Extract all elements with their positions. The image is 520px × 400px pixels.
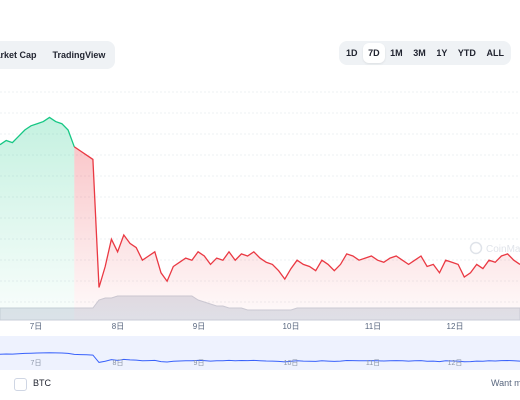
compare-row: BTC Want m	[0, 374, 520, 394]
price-line-down	[73, 146, 520, 288]
range-1m-button[interactable]: 1M	[390, 48, 403, 58]
x-tick-label: 10日	[283, 322, 300, 330]
range-ytd-button[interactable]: YTD	[457, 48, 476, 58]
x-tick-label: 11日	[365, 322, 381, 330]
price-chart[interactable]: CoinMarketCap 7日 8日 9日 10日 11日 12日	[0, 80, 520, 330]
x-tick-label: 7日	[30, 322, 42, 330]
tab-market-cap[interactable]: Market Cap	[0, 50, 37, 60]
x-axis: 7日 8日 9日 10日 11日 12日	[30, 322, 464, 330]
chart-type-tabs: Market Cap TradingView	[0, 41, 116, 69]
navigator-tick-label: 11日	[366, 359, 380, 367]
price-area-down	[74, 146, 520, 320]
btc-compare-label: BTC	[33, 378, 51, 388]
navigator-tick-label: 10日	[284, 359, 299, 367]
x-tick-label: 9日	[193, 322, 205, 330]
watermark: CoinMarketCap	[469, 241, 520, 255]
price-line-up	[0, 116, 75, 148]
navigator-background	[0, 336, 520, 370]
want-more-link[interactable]: Want m	[491, 378, 520, 388]
range-navigator[interactable]: 7日 8日 9日 10日 11日 12日	[0, 336, 520, 370]
price-area-up	[0, 117, 75, 321]
navigator-tick-label: 12日	[448, 359, 463, 367]
range-1d-button[interactable]: 1D	[346, 48, 358, 58]
range-7d-button[interactable]: 7D	[363, 43, 385, 63]
btc-compare-checkbox[interactable]	[14, 378, 27, 391]
navigator-tick-label: 7日	[31, 359, 42, 367]
navigator-tick-label: 9日	[194, 359, 205, 367]
time-range-selector: 1D 7D 1M 3M 1Y YTD ALL	[339, 41, 511, 65]
watermark-text: CoinMarketCap	[486, 244, 520, 255]
range-3m-button[interactable]: 3M	[413, 48, 426, 58]
range-1y-button[interactable]: 1Y	[436, 48, 448, 58]
navigator-tick-label: 8日	[113, 359, 124, 367]
coinmarketcap-logo-icon	[469, 241, 483, 255]
navigator-line	[0, 352, 520, 363]
x-tick-label: 8日	[112, 322, 124, 330]
range-all-button[interactable]: ALL	[486, 48, 504, 58]
navigator-x-axis: 7日 8日 9日 10日 11日 12日	[31, 359, 463, 367]
x-tick-label: 12日	[447, 322, 464, 330]
tab-tradingview[interactable]: TradingView	[52, 50, 106, 60]
